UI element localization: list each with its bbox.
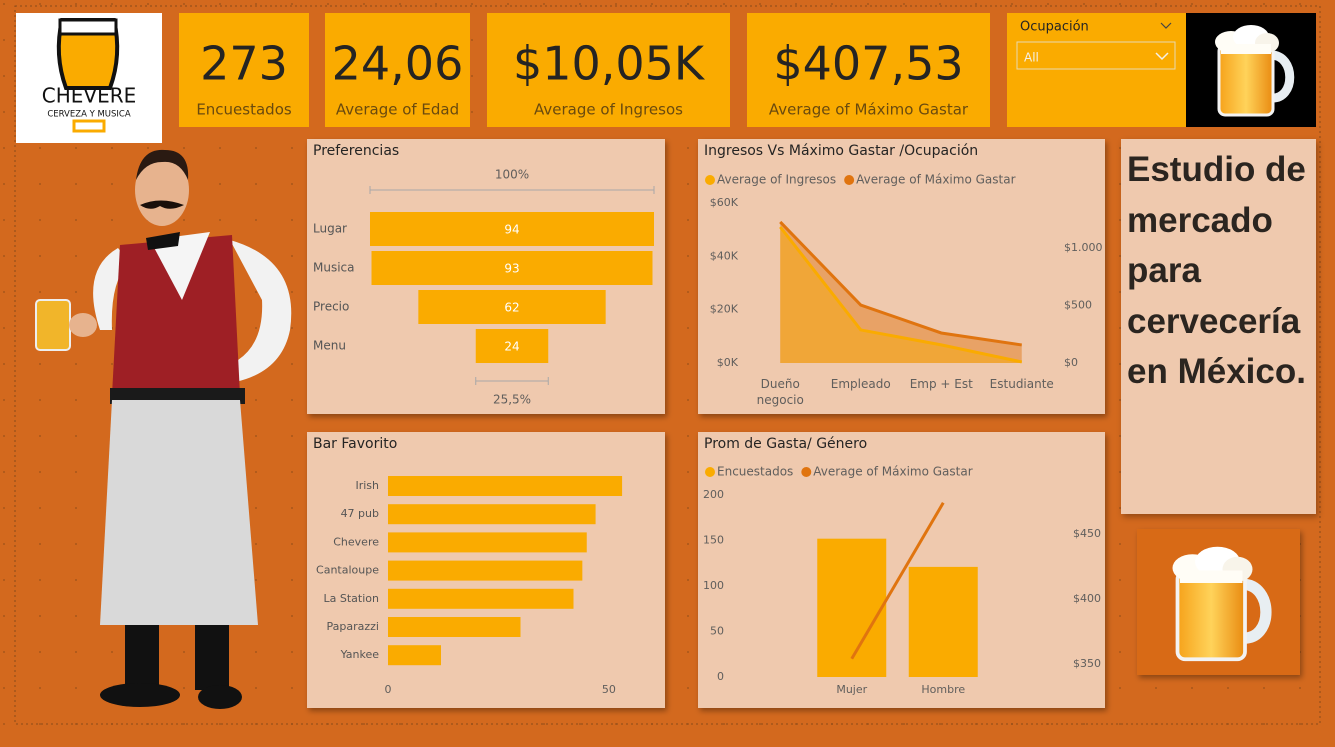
- funnel-bar: [418, 290, 606, 324]
- funnel-value-label: 94: [504, 223, 519, 237]
- chart-title: Ingresos Vs Máximo Gastar /Ocupación: [704, 143, 978, 159]
- x-tick-label: Mujer: [836, 683, 867, 696]
- y-category-label: La Station: [324, 592, 380, 605]
- funnel-category-label: Musica: [313, 261, 355, 275]
- legend-label: Average of Máximo Gastar: [813, 465, 972, 479]
- legend-label: Average of Máximo Gastar: [856, 173, 1015, 187]
- x-tick-label: Hombre: [921, 683, 965, 696]
- y2-tick-label: $350: [1073, 657, 1101, 670]
- y-tick-label: 0: [717, 670, 724, 683]
- y-tick-label: $40K: [710, 249, 739, 262]
- y-tick-label: 200: [703, 488, 724, 501]
- legend-label: Average of Ingresos: [717, 173, 836, 187]
- slicer-value[interactable]: All: [1024, 51, 1039, 65]
- bar: [817, 538, 887, 677]
- y-category-label: Irish: [355, 479, 379, 492]
- kpi-value: 273: [200, 37, 288, 91]
- funnel-top-label: 100%: [495, 168, 529, 182]
- kpi-value: $407,53: [773, 37, 963, 91]
- y-category-label: Cantaloupe: [316, 564, 379, 577]
- funnel-category-label: Lugar: [313, 222, 347, 236]
- logo-name: CHEVERE: [42, 84, 137, 108]
- headline: Estudio de mercado para cervecería en Mé…: [1121, 139, 1316, 514]
- y-category-label: 47 pub: [341, 507, 379, 520]
- chart-title: Preferencias: [313, 143, 399, 159]
- logo-tagline: CERVEZA Y MUSICA: [47, 110, 131, 120]
- y-tick-label: $60K: [710, 196, 739, 209]
- legend-marker: [844, 175, 855, 185]
- chart-title: Prom de Gasta/ Género: [704, 436, 867, 452]
- y2-tick-label: $450: [1073, 527, 1101, 540]
- kpi-label: Average of Máximo Gastar: [769, 101, 969, 119]
- y-tick-label: 50: [710, 625, 724, 638]
- page-border: [14, 5, 1321, 725]
- kpi-value: 24,06: [332, 37, 464, 91]
- bar: [388, 588, 574, 609]
- x-tick-label: Dueño negocio: [756, 377, 804, 407]
- kpi-label: Average of Ingresos: [534, 101, 683, 119]
- y2-tick-label: $500: [1064, 298, 1092, 311]
- y-category-label: Yankee: [340, 648, 380, 661]
- area: [780, 227, 1022, 363]
- funnel-value-label: 62: [504, 301, 519, 315]
- line: [779, 226, 1023, 364]
- panel: [698, 432, 1105, 708]
- x-tick-label: Emp + Est: [909, 377, 973, 391]
- x-tick-label: 0: [385, 683, 392, 696]
- legend-marker: [801, 467, 812, 477]
- slicer-title: Ocupación: [1020, 20, 1089, 35]
- funnel-bar: [371, 251, 653, 285]
- logo: CHEVERE CERVEZA Y MUSICA: [16, 13, 162, 143]
- x-tick-label: Empleado: [830, 377, 891, 391]
- waiter-illustration: [35, 149, 292, 709]
- y-tick-label: $20K: [710, 303, 739, 316]
- bar: [388, 617, 521, 637]
- area: [780, 221, 1022, 363]
- bar: [388, 532, 587, 553]
- x-tick-label: 50: [602, 683, 616, 696]
- funnel-value-label: 24: [504, 340, 519, 354]
- kpi-label: Encuestados: [196, 101, 292, 119]
- bar: [388, 560, 583, 581]
- legend-marker: [705, 175, 715, 185]
- funnel-bar: [370, 212, 654, 246]
- slicer[interactable]: Ocupación All: [1007, 13, 1186, 127]
- legend-label: Encuestados: [717, 465, 793, 479]
- kpi-card: [747, 13, 990, 127]
- bar: [908, 566, 978, 677]
- chart-title: Bar Favorito: [313, 436, 397, 452]
- kpi-label: Average of Edad: [336, 101, 459, 119]
- funnel-value-label: 93: [504, 262, 519, 276]
- legend-marker: [705, 467, 715, 477]
- y-tick-label: $0K: [717, 356, 739, 369]
- y-category-label: Chevere: [333, 535, 379, 548]
- line: [779, 220, 1022, 347]
- funnel-bar: [475, 329, 549, 363]
- line: [850, 502, 945, 660]
- y-tick-label: 150: [703, 534, 724, 547]
- y2-tick-label: $1.000: [1064, 241, 1103, 254]
- funnel-category-label: Precio: [313, 300, 349, 314]
- x-tick-label: Estudiante: [989, 377, 1054, 391]
- bar: [388, 476, 623, 496]
- funnel-bracket: [369, 186, 655, 194]
- kpi-value: $10,05K: [513, 37, 706, 91]
- bar: [388, 645, 441, 666]
- kpi-card: [487, 13, 730, 127]
- funnel-bottom-label: 25,5%: [493, 393, 531, 407]
- y-tick-label: 100: [703, 579, 724, 592]
- kpi-card: [179, 13, 309, 127]
- funnel-bracket: [475, 377, 549, 385]
- y2-tick-label: $0: [1064, 356, 1078, 369]
- kpi-card: [325, 13, 470, 127]
- y2-tick-label: $400: [1073, 592, 1101, 605]
- y-category-label: Paparazzi: [327, 620, 379, 633]
- funnel-category-label: Menu: [313, 339, 346, 353]
- bar: [388, 504, 596, 525]
- panel: [698, 139, 1105, 414]
